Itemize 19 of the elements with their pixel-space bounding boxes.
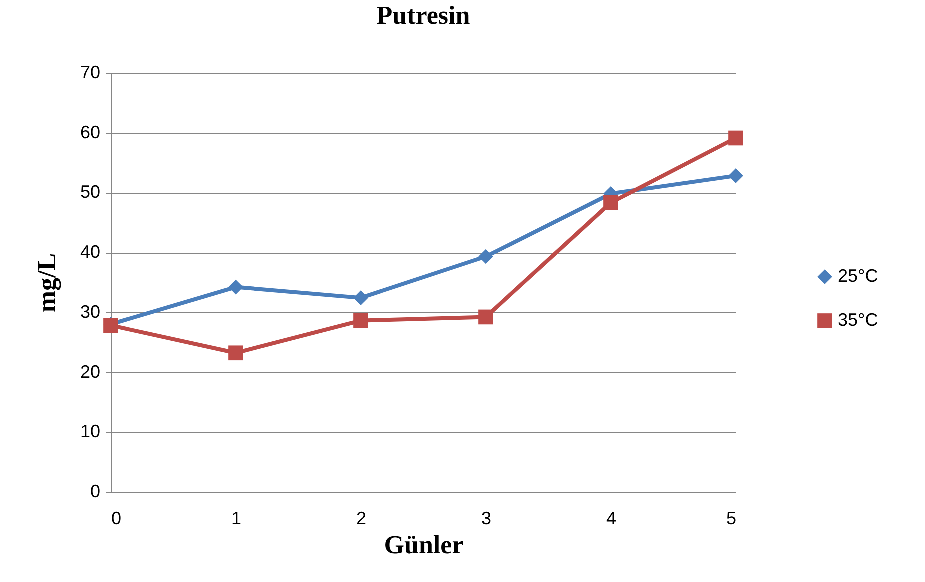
legend-label: 25°C xyxy=(838,266,878,286)
y-tick-label: 50 xyxy=(80,182,100,202)
y-tick-label: 0 xyxy=(90,482,100,502)
y-tick-label: 40 xyxy=(80,242,100,262)
x-tick-label: 3 xyxy=(481,508,492,528)
x-axis-title: Günler xyxy=(384,530,464,560)
x-tick-label: 2 xyxy=(356,508,367,528)
x-tick-label: 0 xyxy=(112,508,122,528)
x-tick-label: 1 xyxy=(231,508,242,528)
y-axis-title: mg/L xyxy=(32,253,62,313)
y-tick-label: 20 xyxy=(80,362,100,382)
y-tick-label: 70 xyxy=(80,62,100,82)
chart-title: Putresin xyxy=(376,1,471,30)
y-tick-label: 60 xyxy=(80,122,100,142)
legend-label: 35°C xyxy=(838,310,878,330)
y-tick-label: 10 xyxy=(80,422,100,442)
x-tick-label: 4 xyxy=(606,508,617,528)
y-tick-label: 30 xyxy=(80,302,100,322)
x-tick-label: 5 xyxy=(726,508,736,528)
